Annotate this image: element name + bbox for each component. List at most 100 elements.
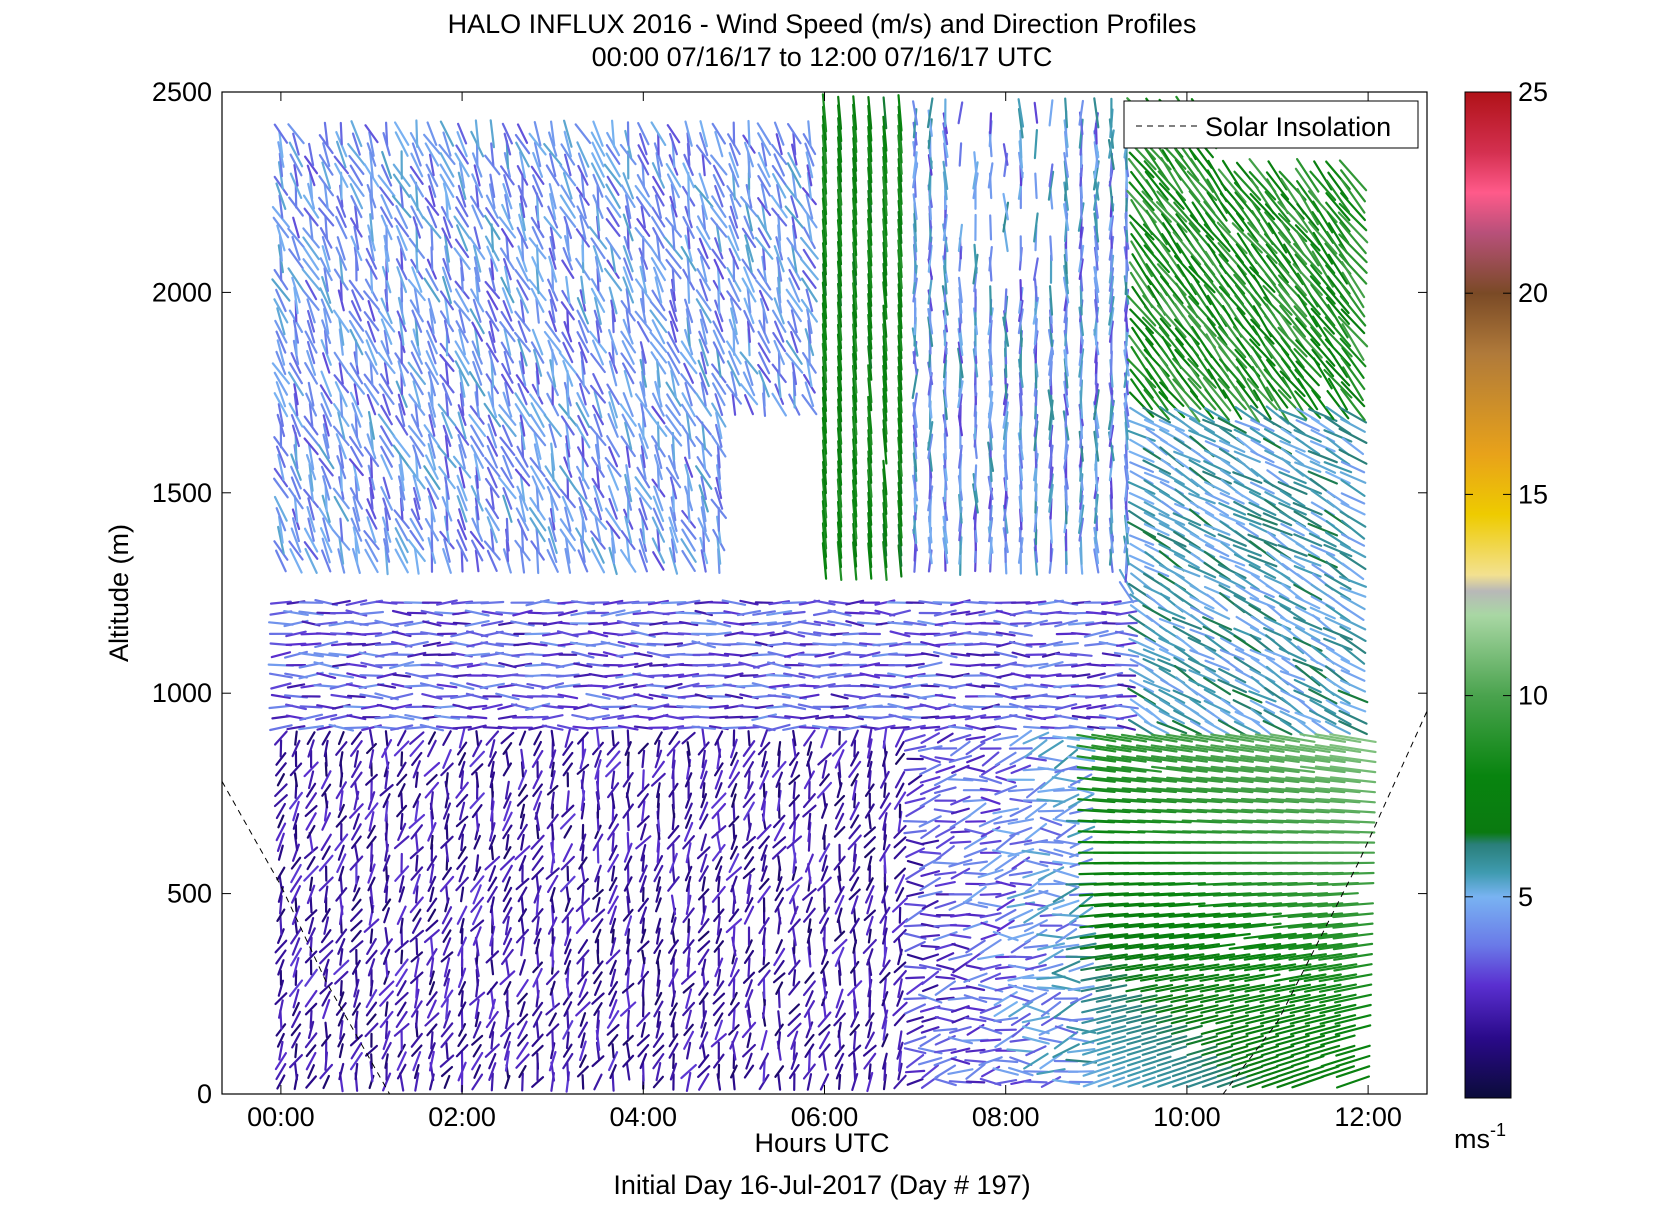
wind-vector [444, 455, 450, 479]
wind-vector [550, 729, 555, 747]
wind-vector [747, 119, 751, 148]
wind-vector [323, 307, 330, 335]
wind-vector [545, 164, 560, 187]
wind-vector [457, 1061, 467, 1082]
wind-vector [333, 495, 349, 522]
wind-vector [515, 928, 530, 944]
wind-vector [347, 143, 366, 166]
wind-vector [535, 527, 540, 553]
wind-vector [427, 731, 436, 745]
wind-vector [474, 1011, 480, 1028]
wind-vector [531, 226, 544, 250]
wind-vector [382, 1072, 392, 1092]
wind-vector [414, 957, 420, 978]
wind-vector [320, 833, 332, 852]
wind-vector [502, 741, 513, 756]
wind-vector [288, 402, 304, 428]
wind-vector [499, 321, 516, 343]
wind-vector [435, 694, 459, 698]
wind-vector [345, 662, 367, 668]
wind-vector [367, 300, 376, 322]
wind-vector [414, 181, 419, 211]
wind-vector [352, 526, 361, 554]
wind-vector [318, 939, 334, 954]
wind-vector [351, 1002, 361, 1016]
wind-vector [396, 773, 408, 786]
wind-vector [274, 939, 288, 954]
wind-vector [272, 216, 290, 239]
wind-vector [377, 351, 396, 374]
wind-vector [472, 905, 483, 926]
wind-vector [732, 925, 736, 947]
wind-vector [426, 897, 438, 913]
wind-vector [464, 652, 491, 657]
wind-vector [596, 875, 600, 893]
wind-vector [399, 917, 404, 934]
wind-vector [275, 762, 287, 777]
wind-vector [489, 760, 495, 778]
wind-vector [336, 853, 347, 874]
wind-vector [798, 684, 821, 688]
wind-vector [307, 497, 315, 521]
wind-vector [269, 600, 292, 605]
wind-vector [442, 937, 452, 956]
wind-vector [366, 516, 377, 544]
wind-vector [520, 895, 525, 914]
wind-vector [562, 740, 574, 757]
wind-vector [641, 769, 645, 791]
wind-vector [320, 770, 332, 790]
wind-vector [475, 381, 479, 407]
wind-vector [484, 280, 501, 300]
wind-vector [335, 741, 348, 756]
wind-vector [275, 1062, 287, 1081]
wind-vector [516, 1013, 529, 1026]
wind-vector [278, 234, 283, 262]
wind-vector [306, 319, 316, 344]
wind-vector [274, 783, 288, 798]
wind-vector [398, 875, 405, 893]
wind-vector [544, 477, 561, 499]
wind-vector [514, 133, 531, 155]
wind-vector [529, 465, 546, 490]
wind-vector [427, 999, 437, 1019]
wind-vector [339, 979, 343, 997]
wind-vector [852, 1030, 857, 1050]
wind-vector [485, 194, 499, 219]
wind-vector [318, 175, 334, 197]
wind-vector [349, 328, 364, 356]
wind-vector [516, 279, 529, 301]
wind-vector [354, 968, 358, 987]
wind-vector [338, 328, 344, 356]
wind-vector [328, 672, 355, 679]
wind-vector [516, 165, 529, 186]
wind-vector [469, 991, 486, 1006]
wind-vector [932, 861, 959, 865]
wind-vector [544, 320, 561, 343]
wind-vector [641, 979, 646, 998]
wind-vector [481, 703, 503, 711]
wind-vector [333, 155, 349, 175]
wind-vector [437, 445, 457, 469]
wind-vector [321, 990, 331, 1007]
wind-vector [442, 802, 452, 820]
wind-vector [442, 547, 452, 574]
wind-vector [389, 660, 415, 670]
wind-vector [380, 373, 394, 395]
wind-vector [989, 214, 993, 241]
wind-vector [457, 434, 467, 459]
wind-vector [302, 194, 320, 219]
wind-vector [853, 739, 857, 758]
wind-vector [397, 393, 406, 416]
wind-vector [515, 256, 530, 282]
wind-vector [412, 1050, 422, 1072]
wind-vector [365, 1001, 378, 1017]
wind-vector [532, 151, 544, 178]
wind-vector [273, 123, 289, 144]
wind-vector [528, 425, 547, 447]
wind-vector [276, 224, 286, 252]
wind-vector [485, 950, 500, 964]
wind-vector [535, 874, 540, 894]
wind-vector [290, 352, 302, 374]
wind-vector [396, 235, 407, 261]
wind-vector [320, 370, 332, 397]
